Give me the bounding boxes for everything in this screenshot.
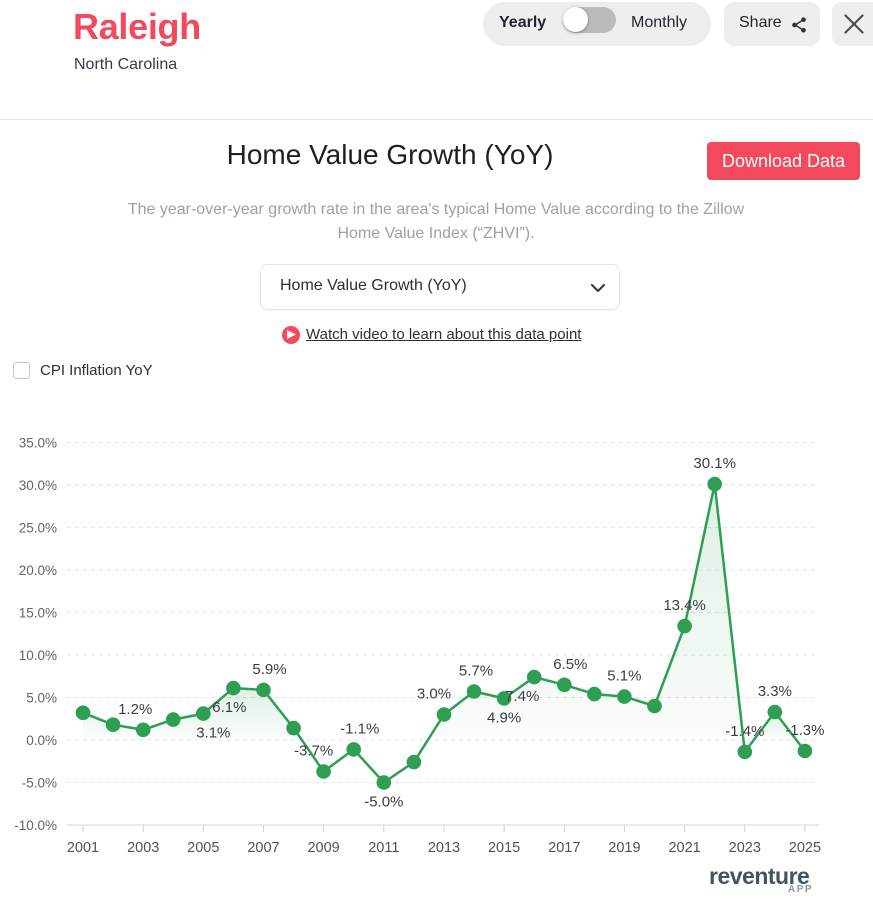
svg-text:13.4%: 13.4% [663,597,706,614]
svg-text:-1.3%: -1.3% [785,722,824,739]
svg-text:20.0%: 20.0% [19,563,57,578]
svg-text:2025: 2025 [789,840,821,856]
svg-text:25.0%: 25.0% [19,521,57,536]
svg-text:3.0%: 3.0% [417,686,451,703]
svg-text:-10.0%: -10.0% [14,818,57,833]
svg-text:10.0%: 10.0% [19,648,57,663]
svg-text:-5.0%: -5.0% [364,794,403,811]
svg-text:30.0%: 30.0% [19,478,57,493]
svg-text:6.5%: 6.5% [553,656,587,673]
svg-text:2007: 2007 [247,840,279,856]
svg-text:3.3%: 3.3% [758,683,792,700]
svg-text:5.1%: 5.1% [607,668,641,685]
svg-text:2023: 2023 [729,840,761,856]
svg-text:4.9%: 4.9% [487,709,521,726]
svg-text:0.0%: 0.0% [26,733,57,748]
svg-text:3.1%: 3.1% [196,725,230,742]
svg-text:2003: 2003 [127,840,159,856]
svg-text:2013: 2013 [428,840,460,856]
svg-text:2019: 2019 [608,840,640,856]
svg-text:-3.7%: -3.7% [294,743,333,760]
svg-text:5.0%: 5.0% [26,691,57,706]
svg-text:5.9%: 5.9% [252,661,286,678]
svg-text:-1.4%: -1.4% [725,723,764,740]
svg-text:7.4%: 7.4% [505,688,539,705]
svg-text:2011: 2011 [368,840,399,856]
svg-text:2017: 2017 [548,840,580,856]
svg-text:2009: 2009 [307,840,339,856]
svg-text:-1.1%: -1.1% [340,720,379,737]
svg-text:5.7%: 5.7% [459,663,493,680]
svg-text:2005: 2005 [187,840,219,856]
svg-text:2015: 2015 [488,840,520,856]
svg-text:30.1%: 30.1% [693,455,736,472]
svg-text:1.2%: 1.2% [118,701,152,718]
svg-text:2021: 2021 [668,840,700,856]
svg-text:2001: 2001 [67,840,99,856]
svg-text:35.0%: 35.0% [19,436,57,451]
svg-text:-5.0%: -5.0% [22,776,57,791]
svg-text:15.0%: 15.0% [19,606,57,621]
svg-text:6.1%: 6.1% [212,699,246,716]
